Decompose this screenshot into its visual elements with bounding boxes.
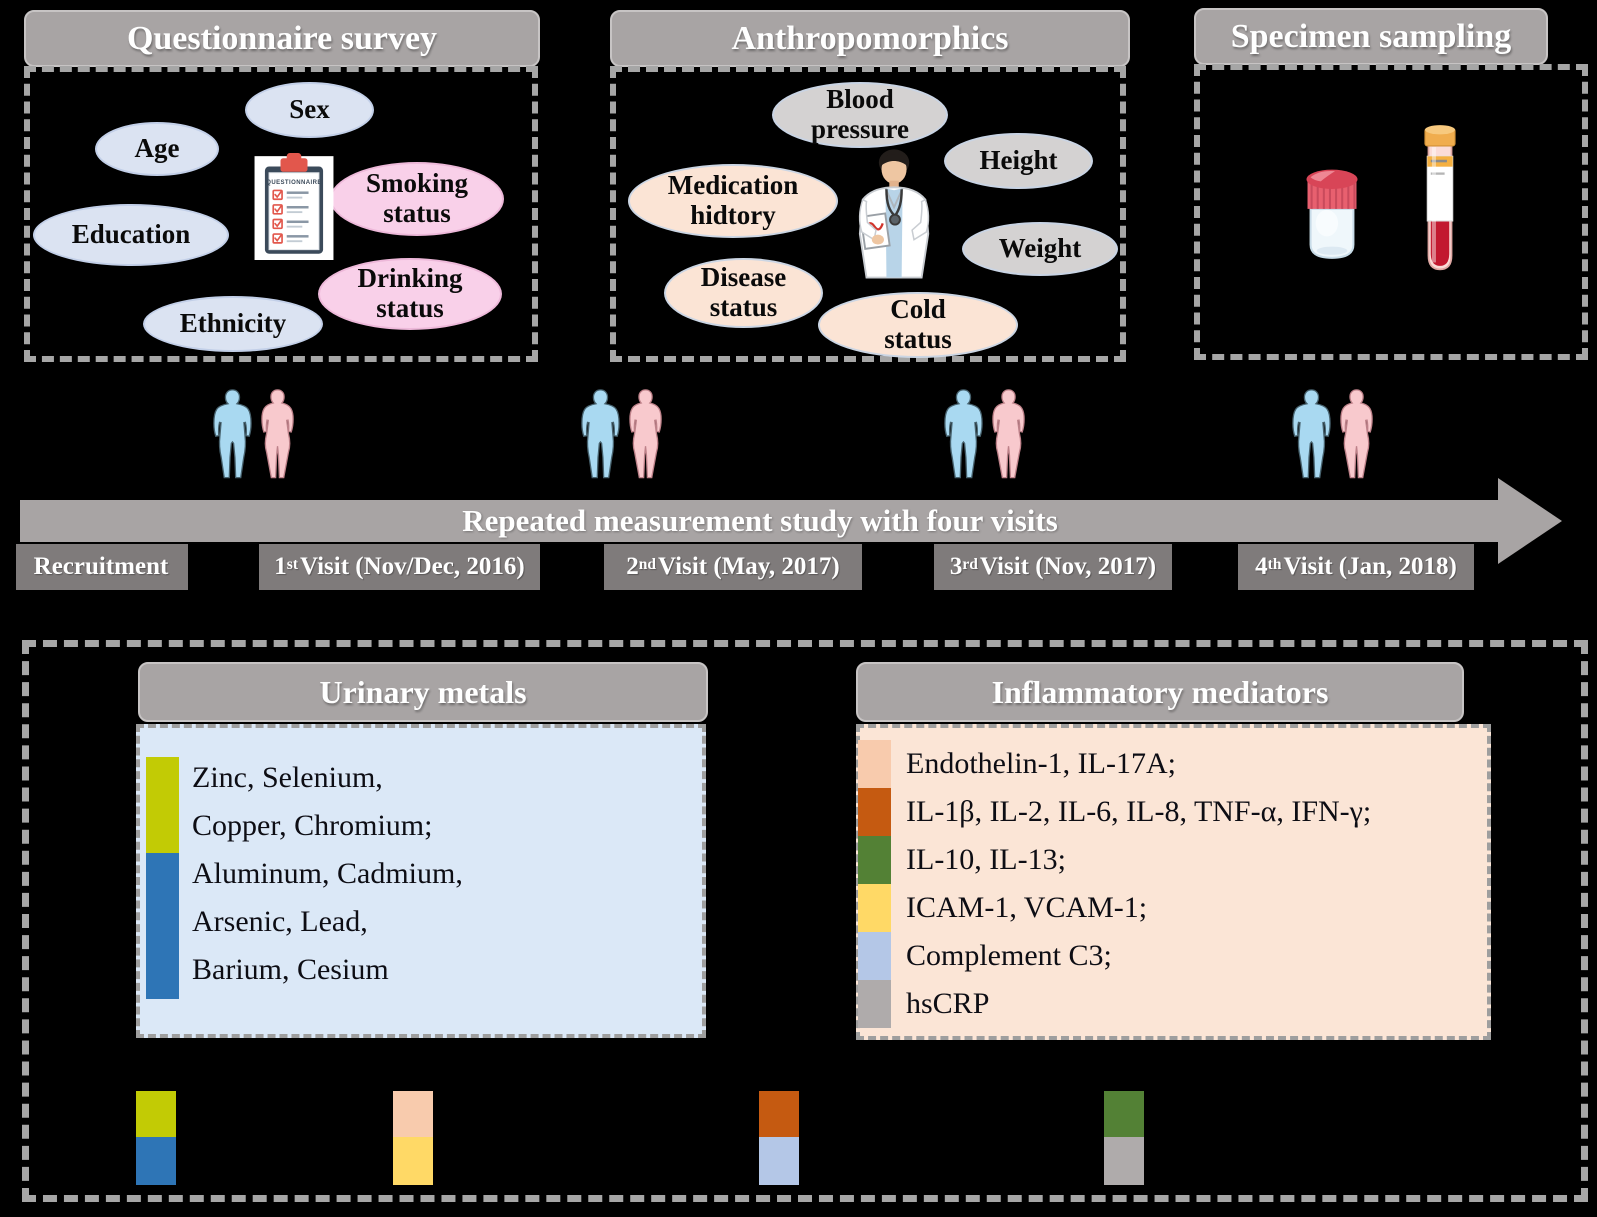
- milestone-visit-4-num: 4: [1255, 553, 1268, 580]
- urinary-metals-box: [136, 724, 706, 1038]
- questionnaire-panel-title: Questionnaire survey: [126, 19, 438, 57]
- participants-pair-2: [581, 389, 662, 479]
- anthropomorphics-panel-header: Anthropomorphics: [610, 10, 1130, 67]
- inflammatory-mediators-title: Inflammatory mediators: [991, 673, 1329, 710]
- oval-cold-status: Cold status: [818, 292, 1018, 358]
- urinary-line-3: Aluminum, Cadmium,: [192, 857, 463, 890]
- legend-swatch-peach: [393, 1091, 433, 1137]
- participants-pair-3: [944, 389, 1025, 479]
- oval-blood-pressure-label: Blood pressure: [810, 84, 909, 144]
- oval-drinking-status-label: Drinking status: [357, 263, 463, 323]
- anthropomorphics-panel-box: [610, 66, 1126, 362]
- questionnaire-panel-header: Questionnaire survey: [24, 10, 540, 67]
- oval-height-label: Height: [979, 145, 1058, 176]
- oval-education: Education: [33, 204, 229, 266]
- urinary-line-2: Copper, Chromium;: [192, 809, 433, 842]
- anthropomorphics-panel-title: Anthropomorphics: [731, 19, 1009, 57]
- oval-weight-label: Weight: [998, 233, 1082, 264]
- specimen-panel-box: [1194, 64, 1588, 360]
- legend-swatch-green: [1104, 1091, 1144, 1137]
- oval-medication-history-label: Medication hidtory: [667, 170, 799, 230]
- urinary-line-5: Barium, Cesium: [192, 953, 389, 986]
- chip-adhesion: [858, 884, 891, 932]
- oval-age: Age: [95, 122, 219, 176]
- nonessential-metals-bar: [146, 853, 179, 999]
- oval-sex-label: Sex: [289, 94, 330, 125]
- milestone-recruitment-label: Recruitment: [33, 553, 169, 580]
- timeline-arrow: Repeated measurement study with four vis…: [20, 500, 1500, 542]
- milestone-visit-4-label: Visit (Jan, 2018): [1283, 553, 1457, 580]
- inflammatory-line-3: IL-10, IL-13;: [906, 843, 1066, 876]
- chip-endothelin: [858, 740, 891, 788]
- legend-swatch-gray: [1104, 1137, 1144, 1185]
- questionnaire-panel-box: [24, 66, 538, 362]
- doctor-illustration: [858, 149, 930, 279]
- oval-drinking-status: Drinking status: [318, 258, 502, 330]
- specimen-panel-header: Specimen sampling: [1194, 8, 1548, 65]
- inflammatory-line-6: hsCRP: [906, 987, 990, 1020]
- participants-pair-1: [213, 389, 294, 479]
- urinary-metals-header: Urinary metals: [138, 662, 708, 722]
- oval-education-label: Education: [71, 219, 191, 250]
- milestone-visit-1-num: 1: [274, 553, 287, 580]
- milestone-visit-2-label: Visit (May, 2017): [658, 553, 840, 580]
- inflammatory-line-2: IL-1β, IL-2, IL-6, IL-8, TNF-α, IFN-γ;: [906, 795, 1372, 828]
- clipboard-title: QUESTIONNAIRE: [266, 180, 322, 186]
- milestone-recruitment: Recruitment: [16, 544, 188, 590]
- inflammatory-mediators-header: Inflammatory mediators: [856, 662, 1464, 722]
- oval-disease-status: Disease status: [664, 258, 823, 328]
- oval-height: Height: [944, 133, 1093, 189]
- urinary-metals-title: Urinary metals: [319, 673, 527, 710]
- milestone-visit-1-label: Visit (Nov/Dec, 2016): [299, 553, 525, 580]
- oval-ethnicity-label: Ethnicity: [179, 308, 287, 339]
- oval-weight: Weight: [962, 222, 1118, 276]
- urinary-line-1: Zinc, Selenium,: [192, 761, 383, 794]
- oval-blood-pressure: Blood pressure: [772, 82, 948, 148]
- blood-tube-icon: [1424, 125, 1456, 271]
- oval-cold-status-label: Cold status: [884, 294, 952, 354]
- urine-container-icon: [1306, 169, 1358, 259]
- legend-swatch-olive: [136, 1091, 176, 1137]
- oval-medication-history: Medication hidtory: [628, 164, 838, 238]
- timeline-arrowhead: [1498, 478, 1562, 564]
- milestone-visit-2-num: 2: [626, 553, 639, 580]
- inflammatory-line-5: Complement C3;: [906, 939, 1112, 972]
- oval-smoking-status: Smoking status: [330, 162, 504, 236]
- biomarkers-outer-box: [22, 640, 1588, 1202]
- chip-proinflammatory: [858, 788, 891, 836]
- chip-complement: [858, 932, 891, 980]
- legend-swatch-yellow: [393, 1137, 433, 1185]
- chip-antiinflammatory: [858, 836, 891, 884]
- timeline-arrow-label: Repeated measurement study with four vis…: [462, 503, 1058, 538]
- questionnaire-clipboard-icon: QUESTIONNAIRE: [254, 153, 334, 260]
- chip-hscrp: [858, 980, 891, 1028]
- oval-sex: Sex: [245, 82, 374, 138]
- oval-disease-status-label: Disease status: [700, 262, 787, 322]
- urinary-line-4: Arsenic, Lead,: [192, 905, 368, 938]
- specimen-panel-title: Specimen sampling: [1230, 17, 1512, 55]
- legend-swatch-orange: [759, 1091, 799, 1137]
- participants-pair-4: [1292, 389, 1373, 479]
- oval-ethnicity: Ethnicity: [143, 296, 323, 352]
- inflammatory-line-4: ICAM-1, VCAM-1;: [906, 891, 1148, 924]
- oval-smoking-status-label: Smoking status: [365, 168, 469, 228]
- legend-swatch-lightblue: [759, 1137, 799, 1185]
- milestone-visit-3-label: Visit (Nov, 2017): [979, 553, 1157, 580]
- milestone-visit-3-num: 3: [949, 553, 963, 580]
- inflammatory-line-1: Endothelin-1, IL-17A;: [906, 747, 1176, 780]
- oval-age-label: Age: [134, 133, 180, 164]
- essential-metals-bar: [146, 757, 179, 853]
- legend-swatch-blue: [136, 1137, 176, 1185]
